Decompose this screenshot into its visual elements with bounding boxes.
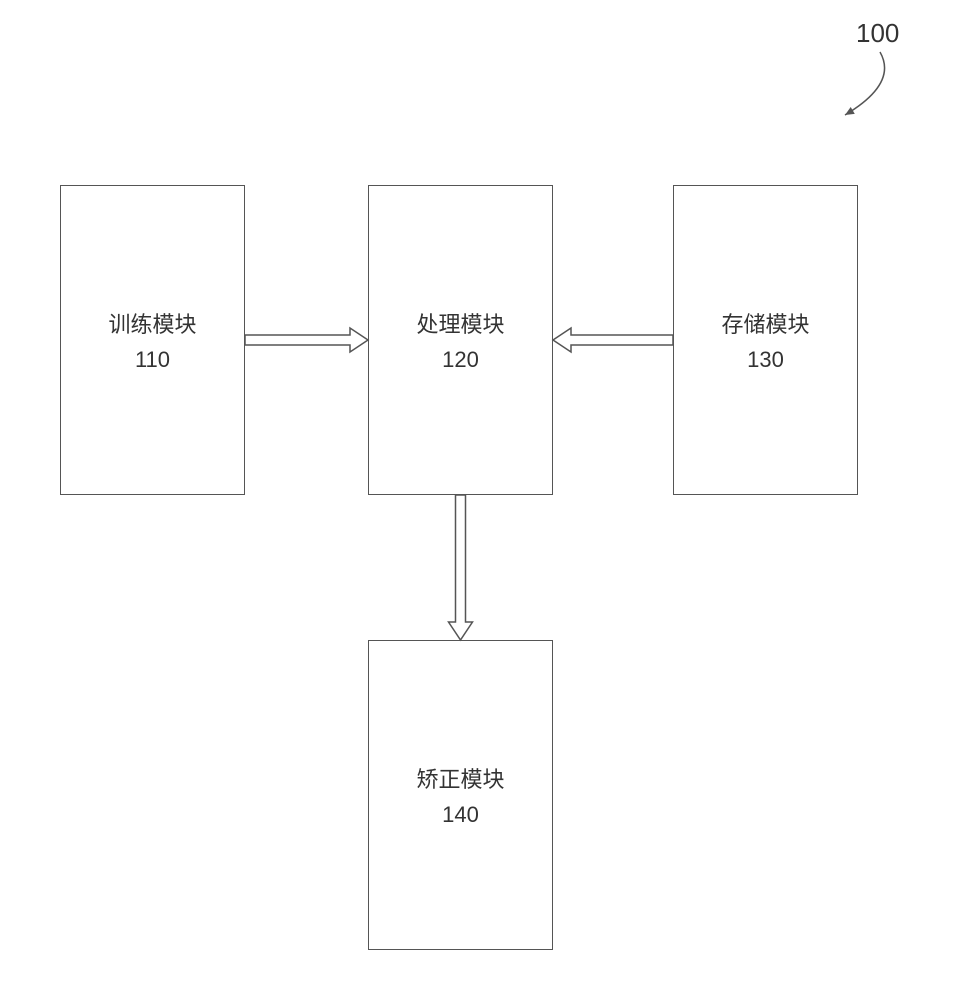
arrow-processing-to-correction [0, 0, 954, 1000]
diagram-canvas: 100 训练模块 110 处理模块 120 存储模块 130 矫正模块 140 [0, 0, 954, 1000]
